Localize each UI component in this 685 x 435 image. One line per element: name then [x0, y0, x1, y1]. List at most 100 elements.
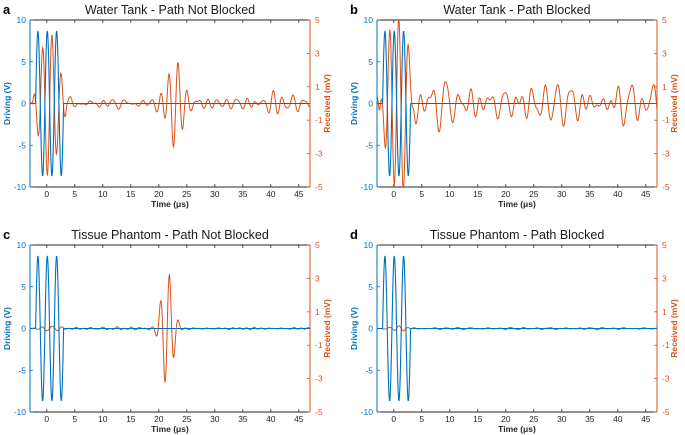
- x-tick-label: 45: [641, 414, 651, 424]
- x-tick-label: 5: [72, 189, 77, 199]
- y-left-tick-label: 10: [364, 240, 374, 250]
- x-tick-label: 40: [266, 189, 276, 199]
- x-tick-label: 20: [154, 414, 164, 424]
- y-left-axis-label: Driving (V): [349, 82, 359, 125]
- y-left-tick-label: -10: [361, 182, 374, 192]
- y-right-tick-label: -3: [315, 374, 323, 384]
- x-tick-label: 45: [294, 189, 304, 199]
- y-right-axis-label: Received (mV): [322, 74, 332, 133]
- x-tick-label: 0: [44, 189, 49, 199]
- y-left-tick-label: 0: [368, 324, 373, 334]
- y-right-axis-label: Received (mV): [669, 299, 679, 358]
- x-tick-label: 30: [557, 189, 567, 199]
- x-tick-label: 25: [529, 414, 539, 424]
- x-axis-label: Time (μs): [151, 199, 189, 209]
- y-right-tick-label: -5: [662, 407, 670, 417]
- x-tick-label: 15: [473, 189, 483, 199]
- panel-letter: d: [350, 227, 358, 242]
- y-right-tick-label: 1: [662, 307, 667, 317]
- x-tick-label: 45: [294, 414, 304, 424]
- x-tick-label: 15: [126, 414, 136, 424]
- y-left-axis-label: Driving (V): [2, 307, 12, 350]
- y-left-axis-label: Driving (V): [349, 307, 359, 350]
- panel-letter: a: [3, 2, 11, 17]
- driving-series-line: [377, 255, 657, 402]
- y-right-tick-label: -3: [315, 149, 323, 159]
- y-left-tick-label: -5: [18, 140, 26, 150]
- y-left-tick-label: 0: [368, 99, 373, 109]
- y-left-axis-label: Driving (V): [2, 82, 12, 125]
- y-left-tick-label: 5: [368, 282, 373, 292]
- y-right-tick-label: -3: [662, 149, 670, 159]
- y-right-tick-label: -1: [662, 340, 670, 350]
- y-right-tick-label: 1: [662, 82, 667, 92]
- y-right-tick-label: -1: [315, 340, 323, 350]
- x-tick-label: 15: [126, 189, 136, 199]
- y-right-tick-label: -5: [315, 407, 323, 417]
- driving-series-line: [30, 255, 310, 402]
- x-tick-label: 5: [419, 189, 424, 199]
- y-left-tick-label: 5: [21, 282, 26, 292]
- x-tick-label: 5: [72, 414, 77, 424]
- x-tick-label: 30: [210, 414, 220, 424]
- y-right-tick-label: 5: [662, 240, 667, 250]
- x-tick-label: 35: [238, 189, 248, 199]
- x-tick-label: 25: [182, 189, 192, 199]
- x-tick-label: 0: [44, 414, 49, 424]
- y-left-tick-label: 0: [21, 99, 26, 109]
- x-tick-label: 35: [585, 189, 595, 199]
- y-right-axis-label: Received (mV): [669, 74, 679, 133]
- y-right-axis-label: Received (mV): [322, 299, 332, 358]
- y-right-tick-label: -3: [662, 374, 670, 384]
- y-left-tick-label: 5: [368, 57, 373, 67]
- y-right-tick-label: 5: [315, 240, 320, 250]
- y-left-tick-label: 10: [17, 240, 27, 250]
- y-left-tick-label: 10: [17, 15, 27, 25]
- y-right-tick-label: 3: [662, 48, 667, 58]
- y-left-tick-label: -5: [365, 140, 373, 150]
- x-tick-label: 45: [641, 189, 651, 199]
- panel-letter: c: [3, 227, 10, 242]
- x-axis-label: Time (μs): [498, 424, 536, 434]
- x-tick-label: 25: [529, 189, 539, 199]
- y-left-tick-label: -10: [361, 407, 374, 417]
- y-right-tick-label: -5: [315, 182, 323, 192]
- x-tick-label: 35: [238, 414, 248, 424]
- x-tick-label: 40: [613, 189, 623, 199]
- x-tick-label: 40: [266, 414, 276, 424]
- x-tick-label: 20: [501, 189, 511, 199]
- x-tick-label: 10: [445, 189, 455, 199]
- x-tick-label: 10: [98, 189, 108, 199]
- received-series-line: [377, 20, 657, 187]
- y-right-tick-label: 5: [662, 15, 667, 25]
- x-tick-label: 20: [154, 189, 164, 199]
- y-left-tick-label: -5: [18, 365, 26, 375]
- panel-letter: b: [350, 2, 358, 17]
- y-right-tick-label: 1: [315, 82, 320, 92]
- y-left-tick-label: -10: [14, 182, 27, 192]
- x-tick-label: 5: [419, 414, 424, 424]
- x-tick-label: 15: [473, 414, 483, 424]
- panel-title: Tissue Phantom - Path Not Blocked: [71, 228, 269, 242]
- x-tick-label: 10: [445, 414, 455, 424]
- x-tick-label: 0: [391, 189, 396, 199]
- x-tick-label: 25: [182, 414, 192, 424]
- x-axis-label: Time (μs): [151, 424, 189, 434]
- panel-title: Tissue Phantom - Path Blocked: [430, 228, 605, 242]
- panel-title: Water Tank - Path Blocked: [443, 3, 590, 17]
- x-tick-label: 40: [613, 414, 623, 424]
- y-right-tick-label: 5: [315, 15, 320, 25]
- x-tick-label: 30: [557, 414, 567, 424]
- x-axis-label: Time (μs): [498, 199, 536, 209]
- y-right-tick-label: 3: [315, 273, 320, 283]
- driving-series-line: [377, 30, 657, 177]
- y-right-tick-label: 3: [315, 48, 320, 58]
- y-left-tick-label: -5: [365, 365, 373, 375]
- x-tick-label: 0: [391, 414, 396, 424]
- y-left-tick-label: 0: [21, 324, 26, 334]
- y-right-tick-label: 1: [315, 307, 320, 317]
